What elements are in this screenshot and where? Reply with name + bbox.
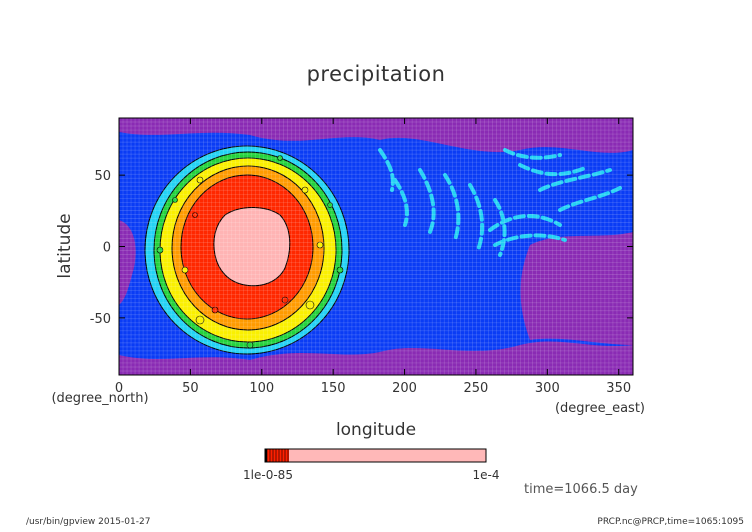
x-tick-label: 300 <box>535 381 560 396</box>
x-axis-label: longitude <box>336 420 416 440</box>
colorbar-segment-red <box>267 449 289 462</box>
x-tick-label: 250 <box>464 381 489 396</box>
y-axis-ticks: -50 0 50 <box>90 169 633 327</box>
colorbar-label-left: 1le-0-85 <box>243 468 293 482</box>
colorbar-segment-black <box>265 449 267 462</box>
colorbar-frame <box>264 448 487 463</box>
y-tick-label: 0 <box>103 241 111 256</box>
footer-left: /usr/bin/gpview 2015-01-27 <box>26 517 151 527</box>
y-tick-label: 50 <box>94 169 111 184</box>
x-tick-label: 0 <box>115 381 123 396</box>
pink-center <box>213 207 291 287</box>
x-tick-label: 150 <box>321 381 346 396</box>
grid-lines <box>119 118 633 375</box>
y-tick-label: -50 <box>90 312 111 327</box>
purple-region-east <box>520 232 633 345</box>
colorbar: 1le-0-85 1e-4 <box>243 448 500 482</box>
purple-region-west <box>119 220 136 305</box>
colorbar-label-right: 1e-4 <box>473 468 500 482</box>
red-speckles <box>192 212 289 314</box>
plot-area <box>119 118 633 375</box>
chart-title: precipitation <box>306 62 446 86</box>
colorbar-segment-pink <box>289 449 486 462</box>
x-axis-unit: (degree_east) <box>555 401 645 416</box>
x-axis-ticks: 0 50 100 150 200 250 300 350 <box>115 118 631 396</box>
y-axis-unit: (degree_north) <box>51 391 148 406</box>
cyan-wave-pattern <box>378 148 622 257</box>
time-annotation: time=1066.5 day <box>524 482 638 497</box>
blob-speckles <box>181 176 324 325</box>
footer-right: PRCP.nc@PRCP,time=1065:1095 <box>597 517 744 527</box>
colorbar-ticks <box>266 449 289 462</box>
x-tick-label: 200 <box>392 381 417 396</box>
x-tick-label: 350 <box>606 381 631 396</box>
purple-region-north <box>119 118 633 153</box>
purple-region-south <box>119 341 633 375</box>
y-axis-label: latitude <box>55 213 75 278</box>
green-speckles <box>156 155 344 349</box>
x-tick-label: 50 <box>182 381 199 396</box>
x-tick-label: 100 <box>249 381 274 396</box>
